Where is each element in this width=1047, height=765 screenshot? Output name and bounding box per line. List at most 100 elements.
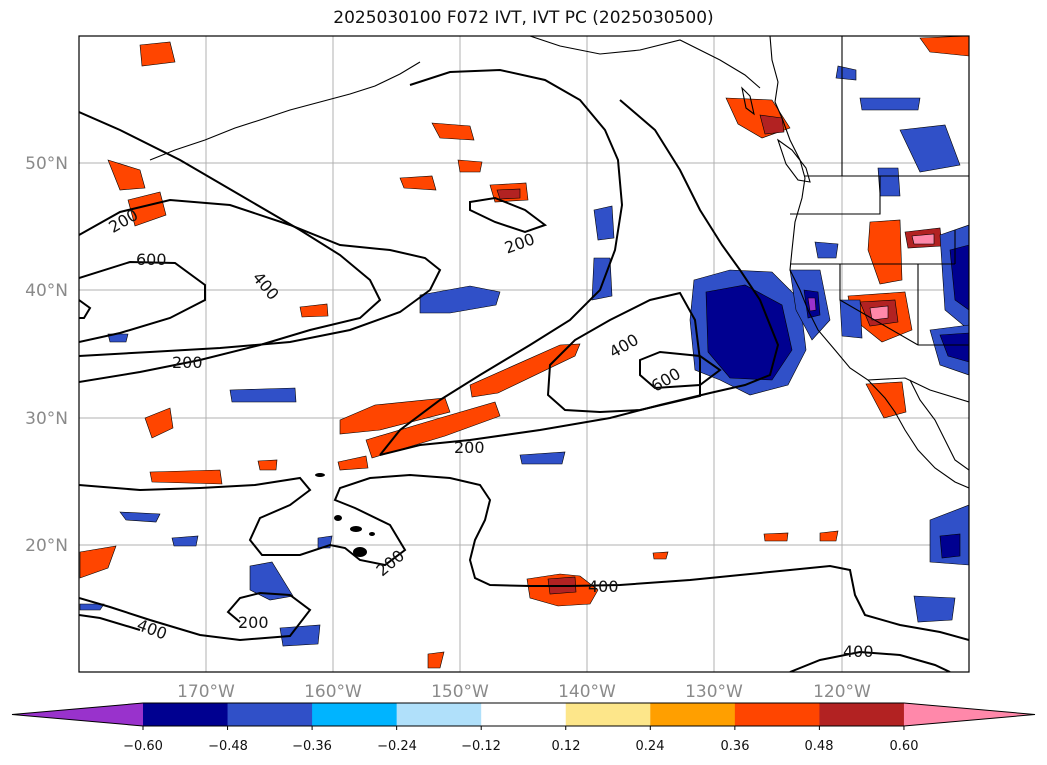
colorbar-segment [12,703,143,726]
positive-patch [149,469,223,485]
colorbar-tick-label: 0.36 [721,739,750,754]
positive-patch [79,545,117,579]
positive-patch [427,651,445,669]
contour-line [79,111,382,383]
contour-line [639,350,722,390]
contour-line [79,299,92,319]
contour-line [79,198,442,357]
negative-patch [913,595,956,623]
colorbar-tick-label: −0.12 [461,739,501,754]
coastlines [149,36,969,489]
lat-tick-label: 50°N [25,154,68,174]
negative-patch [119,511,161,523]
colorbar-segment [565,703,651,726]
negative-patch [939,332,969,363]
positive-patch [144,407,174,439]
positive-patch [365,401,501,459]
contour-label: 200 [238,613,269,632]
negative-patch [814,241,839,259]
negative-patch [249,561,294,601]
contour-line [789,650,951,672]
contour-line [546,291,701,414]
colorbar [11,702,1036,730]
positive-patch [911,233,935,245]
positive-patch [759,114,785,135]
negative-patch [419,285,501,314]
negative-patch [229,387,297,403]
negative-patch [107,333,129,343]
longitude-labels: 170°W 160°W 150°W 140°W 130°W 120°W [177,682,871,702]
haida-gwaii [741,86,755,116]
negative-patch [171,535,199,547]
negative-patch [877,167,901,197]
gulf-of-california-coast [909,379,969,471]
contour-line [79,591,312,642]
alaska-coast [529,36,761,89]
lon-tick-label: 130°W [685,682,743,702]
colorbar-tick-label: −0.24 [377,739,417,754]
state-border-2 [790,176,881,215]
colorbar-segment [396,703,482,726]
negative-patch [519,451,566,465]
negative-patch [279,624,321,647]
north-america-coast [769,36,969,489]
positive-patch [399,175,437,191]
contour-line [379,99,780,456]
negative-patch [79,603,105,611]
contour-label: 400 [843,642,874,661]
vancouver-island [776,138,811,183]
negative-patch [593,205,615,241]
positive-patch [919,36,969,57]
negative-patch [807,297,817,312]
lon-tick-label: 120°W [813,682,871,702]
positive-patch [869,305,889,321]
lat-tick-label: 40°N [25,281,68,301]
colorbar-tick-label: −0.36 [292,739,332,754]
colorbar-labels: −0.60 −0.48 −0.36 −0.24 −0.12 0.12 0.24 … [123,739,918,754]
positive-patch [139,41,176,67]
map-area: 200 600 400 200 200 400 600 200 200 400 … [79,36,969,672]
colorbar-segment [312,703,398,726]
aleutian-arc [149,61,421,161]
contour-line [79,614,141,631]
positive-patch [652,551,669,560]
positive-patch [107,159,146,191]
colorbar-tick-label: 0.12 [552,739,581,754]
positive-patch [867,219,903,285]
contour-label: 400 [588,577,619,596]
negative-patch [939,533,961,559]
positive-patch [469,343,581,398]
colorbar-tick-label: 0.48 [805,739,834,754]
contour-label: 200 [172,353,203,372]
contour-line [469,196,548,234]
contour-line [379,68,624,456]
colorbar-segment [903,703,1035,726]
negative-anomaly-patches [79,65,969,647]
colorbar-segment [734,703,820,726]
lon-tick-label: 150°W [431,682,489,702]
negative-patch [859,97,921,111]
negative-patch [899,124,961,173]
lat-tick-label: 30°N [25,409,68,429]
map-border [78,35,970,673]
negative-patch [835,65,857,81]
colorbar-tick-label: −0.48 [208,739,248,754]
lat-tick-label: 20°N [25,536,68,556]
hawaiian-islands [315,473,375,557]
positive-patch [127,191,167,227]
contour-line [79,260,206,343]
lon-tick-label: 160°W [304,682,362,702]
positive-patch [339,397,451,435]
contour-line [79,473,969,641]
positive-patch [431,122,475,141]
colorbar-segment [819,703,905,726]
colorbar-tick-label: 0.24 [636,739,665,754]
us-mexico-border [867,377,969,403]
positive-patch [337,455,369,471]
colorbar-tick-label: 0.60 [890,739,919,754]
positive-patch [496,188,521,200]
positive-anomaly-patches [79,36,969,669]
latitude-labels: 50°N 40°N 30°N 20°N [25,154,68,556]
positive-patch [299,303,329,318]
